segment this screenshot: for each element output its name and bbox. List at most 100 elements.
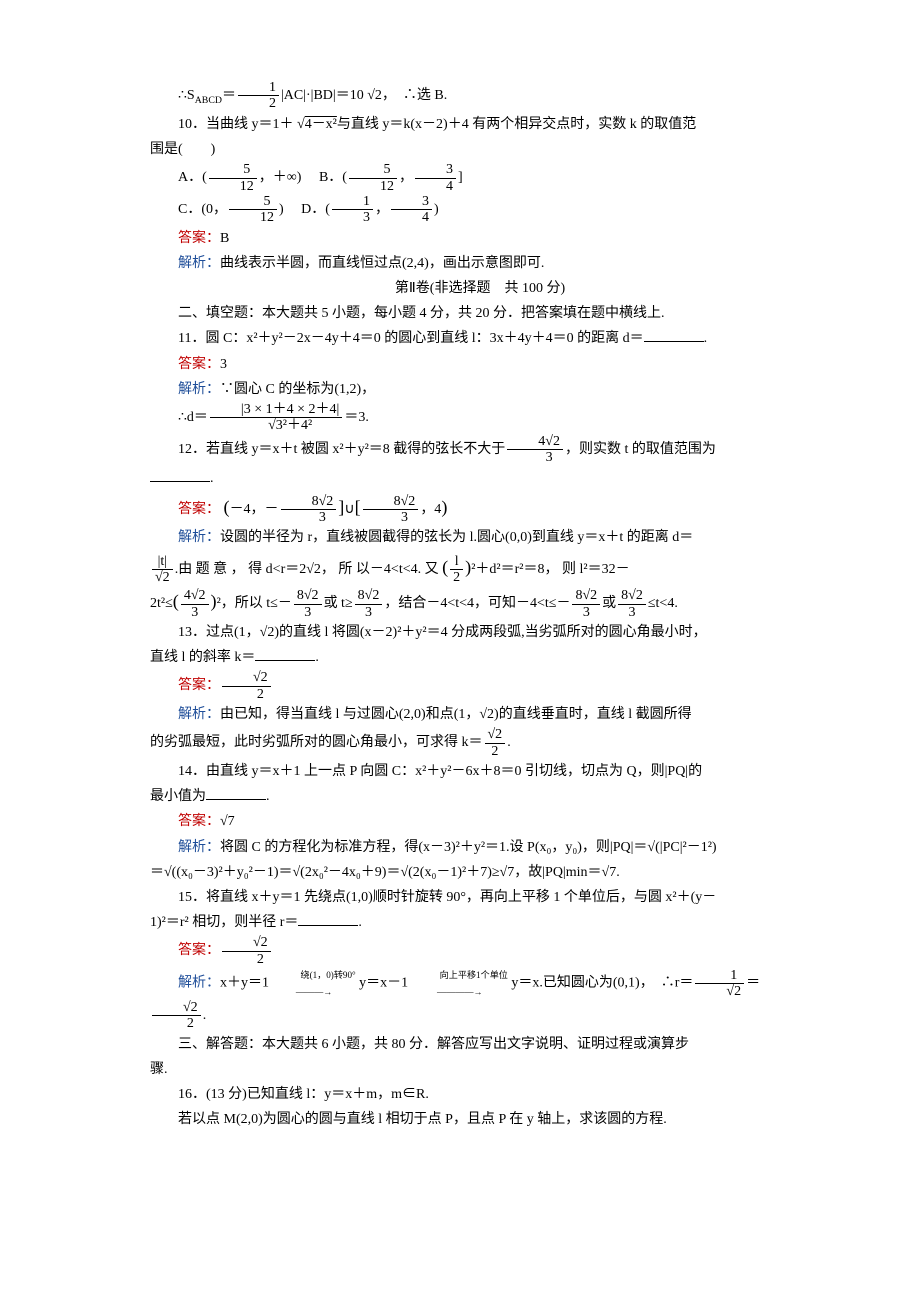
r2n: √2 <box>152 1000 201 1015</box>
q13-tail: . <box>507 735 511 750</box>
q12-ana-1: 设圆的半径为 r，直线被圆截得的弦长为 l.圆心(0,0)到直线 y＝x＋t 的… <box>220 530 693 545</box>
optD-label: D．( <box>301 202 330 217</box>
q14-ana-1: 将圆 C 的方程化为标准方程，得(x－3)²＋y²＝1.设 P(x₀，y₀)，则… <box>220 840 717 855</box>
tail: . <box>203 1008 207 1023</box>
q13-analysis-2: 的劣弧最短，此时劣弧所对的圆心角最小，可求得 k＝√22. <box>150 727 810 759</box>
r2d: 2 <box>152 1015 201 1031</box>
q10-stem: 10．当曲线 y＝1＋ √4－x²与直线 y＝k(x－2)＋4 有两个相异交点时… <box>150 112 810 137</box>
part2-title: 第Ⅱ卷(非选择题 共 100 分) <box>150 276 810 301</box>
q11-ana-1: ∵圆心 C 的坐标为(1,2)， <box>220 382 375 397</box>
gn: 8√2 <box>294 588 322 603</box>
q13-period: . <box>315 650 319 665</box>
ans-label: 答案： <box>178 357 220 372</box>
ans-label: 答案： <box>178 944 220 959</box>
b-den: 12 <box>349 178 397 194</box>
ana-label: 解析： <box>178 382 220 397</box>
optA-label: A．( <box>178 170 207 185</box>
d-sep: ， <box>375 202 389 217</box>
d-den: 3 <box>332 209 373 225</box>
q15-blank <box>298 911 358 926</box>
c-tail: ) <box>279 202 284 217</box>
q15-stem-1: 15．将直线 x＋y＝1 先绕点(1,0)顺时针旋转 90°，再向上平移 1 个… <box>150 885 810 910</box>
a1b: y＝x－1 <box>359 976 408 991</box>
an: √2 <box>222 935 271 950</box>
d-tail: ) <box>434 202 439 217</box>
fn: 4√2 <box>181 588 209 603</box>
q10-stem-1: 10．当曲线 y＝1＋ <box>178 117 294 132</box>
fd: 3 <box>181 604 209 620</box>
q15-period: . <box>358 915 362 930</box>
optC-label: C．(0， <box>178 202 227 217</box>
3e: 或 <box>602 596 616 611</box>
q13-stem-2: 直线 l 的斜率 k＝. <box>150 645 810 670</box>
q13-stem-1: 13．过点(1，√2)的直线 l 将圆(x－2)²＋y²＝4 分成两段弧,当劣弧… <box>150 620 810 645</box>
ans-label: 答案： <box>178 814 220 829</box>
q12-period: . <box>210 471 214 486</box>
q13-answer: 答案：√22 <box>150 670 810 702</box>
root2: √2 <box>367 88 382 103</box>
f1d: 3 <box>281 509 337 525</box>
c-den: 12 <box>229 209 277 225</box>
ana-label: 解析： <box>178 840 220 855</box>
gn4: 8√2 <box>618 588 646 603</box>
q11-eq3: ＝3. <box>344 410 369 425</box>
concl: ， ∴选 B. <box>382 88 447 103</box>
ad2: 2 <box>485 743 506 759</box>
q12-analysis-3: 2t²≤(4√23)²，所以 t≤－8√23或 t≥8√23，结合－4<t<4，… <box>150 585 810 620</box>
gn3: 8√2 <box>572 588 600 603</box>
q11-analysis-1: 解析：∵圆心 C 的坐标为(1,2)， <box>150 377 810 402</box>
q14-stem-2: 最小值为. <box>150 784 810 809</box>
half-den: 2 <box>238 95 279 111</box>
f1n: 8√2 <box>281 494 337 509</box>
q15-analysis: 解析：x＋y＝1 绕(1，0)转90°———→ y＝x－1 向上平移1个单位——… <box>150 967 810 1032</box>
3d: ，结合－4<t<4，可知－4<t≤－ <box>384 596 570 611</box>
q12-stem: 12．若直线 y＝x＋t 被圆 x²＋y²＝8 截得的弦长不大于4√23，则实数… <box>150 434 810 466</box>
q14-period: . <box>266 789 270 804</box>
q11-den: √3²＋4² <box>210 417 342 433</box>
q14-ans: √7 <box>220 814 235 829</box>
q11-ans: 3 <box>220 357 227 372</box>
r2: ，4 <box>420 502 441 517</box>
ana-label: 解析： <box>178 530 220 545</box>
q12-ana-2a: .由 题 意 ， 得 d<r＝2√2， 所 以－4<t<4. 又 <box>175 562 439 577</box>
q12-fd: 3 <box>507 449 563 465</box>
a-num: 5 <box>209 162 257 177</box>
arrow1-label: 绕(1，0)转90° <box>301 970 356 980</box>
q12-answer: 答案： (－4，－8√23]∪[8√23，4) <box>150 491 810 526</box>
sec3-heading: 三、解答题：本大题共 6 小题，共 80 分．解答应写出文字说明、证明过程或演算… <box>150 1032 810 1057</box>
gd2: 3 <box>355 604 383 620</box>
q12-blank-line: . <box>150 466 810 491</box>
q10-rad: 4－x² <box>305 117 337 132</box>
q12-stem-2: ，则实数 t 的取值范围为 <box>565 442 716 457</box>
eq: ＝ <box>222 88 236 103</box>
q12-analysis-2: |t|√2.由 题 意 ， 得 d<r＝2√2， 所 以－4<t<4. 又 (l… <box>150 551 810 586</box>
q11-stem: 11．圆 C：x²＋y²－2x－4y＋4＝0 的圆心到直线 l：3x＋4y＋4＝… <box>150 326 810 351</box>
d-num2: 3 <box>391 194 432 209</box>
q12-analysis-1: 解析：设圆的半径为 r，直线被圆截得的弦长为 l.圆心(0,0)到直线 y＝x＋… <box>150 525 810 550</box>
arrow2-label: 向上平移1个单位 <box>440 970 508 980</box>
r1d: √2 <box>695 983 744 999</box>
q16-stem-1: 16．(13 分)已知直线 l：y＝x＋m，m∈R. <box>150 1082 810 1107</box>
ad: 2 <box>222 686 271 702</box>
q11-d: ∴d＝ <box>178 410 208 425</box>
ans-label: 答案： <box>178 502 220 517</box>
q10-opts-ab: A．(512，＋∞) B．(512，34] <box>150 162 810 194</box>
hn: l <box>450 554 463 569</box>
union: ∪ <box>344 502 354 517</box>
dn: |t| <box>152 554 173 569</box>
rparen: ) <box>441 497 447 517</box>
q14-analysis-2: ＝√((x₀－3)²＋y₀²－1)＝√(2x₀²－4x₀＋9)＝√(2(x₀－1… <box>150 860 810 885</box>
gd3: 3 <box>572 604 600 620</box>
q14-answer: 答案：√7 <box>150 809 810 834</box>
q11-analysis-2: ∴d＝|3 × 1＋4 × 2＋4|√3²＋4²＝3. <box>150 402 810 434</box>
sec2-heading: 二、填空题：本大题共 5 小题，每小题 4 分，共 20 分．把答案填在题中横线… <box>150 301 810 326</box>
f2d: 3 <box>363 509 419 525</box>
3c: 或 t≥ <box>324 596 353 611</box>
s-label: ∴S <box>178 88 195 103</box>
l1: －4，－ <box>230 502 279 517</box>
q15-stem-2: 1)²＝r² 相切，则半径 r＝. <box>150 910 810 935</box>
q14-stem-2-text: 最小值为 <box>150 789 206 804</box>
gn2: 8√2 <box>355 588 383 603</box>
q12-ana-2b: ²＋d²＝r²＝8， 则 l²＝32－ <box>471 562 629 577</box>
acbd: |AC|·|BD|＝10 <box>281 88 364 103</box>
